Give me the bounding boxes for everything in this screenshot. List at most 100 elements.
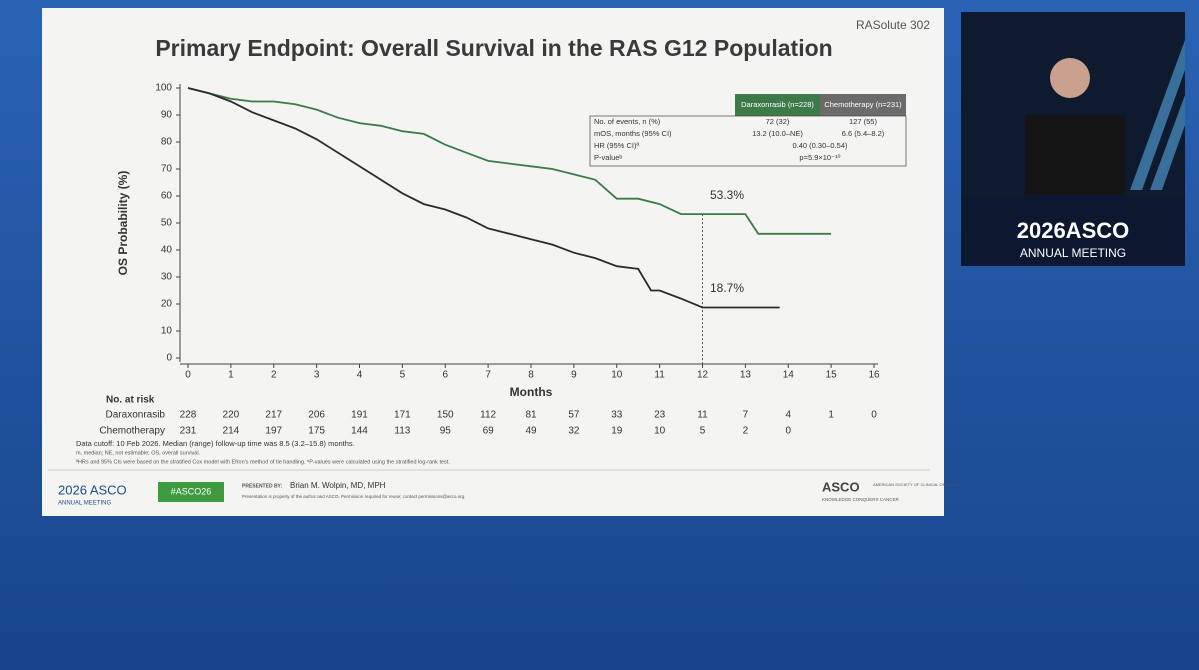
presenter-head	[1050, 58, 1090, 98]
annotation: 18.7%	[710, 281, 744, 295]
x-tick-label: 16	[868, 370, 880, 381]
x-tick-label: 11	[654, 370, 665, 381]
risk-value: 197	[265, 426, 282, 437]
table-row-label: P-valueᵇ	[594, 153, 622, 162]
video-meeting-sub: ANNUAL MEETING	[1020, 246, 1126, 260]
risk-value: 33	[611, 410, 623, 421]
table-row-label: mOS, months (95% CI)	[594, 129, 672, 138]
video-meeting: 2026ASCO	[1017, 218, 1130, 243]
table-header-cell	[735, 94, 820, 116]
footnote: Data cutoff: 10 Feb 2026. Median (range)…	[76, 439, 355, 448]
x-tick-label: 8	[528, 370, 534, 381]
y-tick-label: 0	[166, 353, 172, 364]
table-cell: 13.2 (10.0–NE)	[752, 129, 803, 138]
risk-value: 11	[697, 410, 708, 421]
hashtag: #ASCO26	[171, 486, 212, 496]
y-tick-label: 50	[161, 218, 173, 229]
risk-value: 4	[785, 410, 791, 421]
table-header: Daraxonrasib (n=228)	[741, 100, 814, 109]
footnote: ªHRs and 95% CIs were based on the strat…	[76, 458, 450, 465]
x-tick-label: 2	[271, 370, 277, 381]
x-tick-label: 9	[571, 370, 577, 381]
footer-meeting: 2026 ASCO	[58, 482, 127, 497]
risk-value: 150	[437, 410, 454, 421]
risk-value: 19	[611, 426, 623, 437]
risk-value: 112	[480, 410, 496, 421]
y-tick-label: 60	[161, 191, 173, 202]
x-tick-label: 5	[400, 370, 406, 381]
video-banner	[961, 196, 1185, 266]
table-row-label: HR (95% CI)ª	[594, 141, 640, 150]
table-row-label: No. of events, n (%)	[594, 117, 661, 126]
risk-value: 95	[440, 426, 452, 437]
risk-value: 175	[308, 426, 325, 437]
y-tick-label: 100	[155, 83, 172, 94]
org-name: AMERICAN SOCIETY OF CLINICAL ONCOLOGY	[873, 482, 963, 487]
y-tick-label: 10	[161, 326, 173, 337]
presented-by: PRESENTED BY:	[242, 483, 283, 489]
survival-curve	[187, 87, 780, 309]
risk-value: 171	[394, 410, 411, 421]
risk-value: 5	[700, 426, 706, 437]
risk-value: 10	[654, 426, 666, 437]
slide	[42, 8, 944, 516]
x-tick-label: 7	[485, 370, 491, 381]
table-cell: 6.6 (5.4–8.2)	[842, 129, 885, 138]
risk-row-label: Daraxonrasib	[106, 410, 166, 421]
risk-value: 81	[525, 410, 537, 421]
table-cell: 127 (55)	[849, 117, 877, 126]
risk-value: 23	[654, 410, 666, 421]
x-tick-label: 14	[783, 370, 795, 381]
risk-value: 32	[568, 426, 580, 437]
hashtag-box	[158, 482, 224, 502]
presenter: Brian M. Wolpin, MD, MPH	[290, 481, 386, 490]
risk-value: 191	[351, 410, 368, 421]
footnote: m, median; NE, not estimable; OS, overal…	[76, 450, 201, 456]
risk-value: 69	[483, 426, 495, 437]
risk-value: 49	[525, 426, 537, 437]
chart-title: Primary Endpoint: Overall Survival in th…	[155, 35, 832, 61]
risk-row-label: Chemotherapy	[99, 426, 165, 437]
org-logo: ASCO	[822, 479, 860, 494]
survival-curve	[187, 87, 832, 235]
presenter-figure	[1025, 115, 1125, 195]
risk-value: 0	[785, 426, 791, 437]
footer-meeting-sub: ANNUAL MEETING	[58, 501, 111, 507]
table-cell: 72 (32)	[766, 117, 790, 126]
trial-logo: RASolute 302	[856, 18, 930, 32]
risk-value: 113	[394, 426, 410, 437]
risk-title: No. at risk	[106, 395, 155, 406]
y-tick-label: 30	[161, 272, 173, 283]
y-tick-label: 90	[161, 110, 173, 121]
y-tick-label: 70	[161, 164, 173, 175]
x-tick-label: 15	[826, 370, 838, 381]
annotation: 53.3%	[710, 188, 744, 202]
x-tick-label: 10	[611, 370, 623, 381]
risk-value: 217	[265, 410, 282, 421]
risk-value: 1	[828, 410, 834, 421]
risk-value: 214	[223, 426, 240, 437]
x-tick-label: 0	[185, 370, 191, 381]
x-tick-label: 6	[442, 370, 448, 381]
risk-value: 220	[223, 410, 240, 421]
x-axis-label: Months	[510, 385, 553, 399]
table-header-cell	[820, 94, 906, 116]
risk-value: 7	[743, 410, 749, 421]
x-tick-label: 4	[357, 370, 363, 381]
y-tick-label: 80	[161, 137, 173, 148]
notice: Presentation is property of the author a…	[242, 494, 465, 499]
x-tick-label: 13	[740, 370, 752, 381]
x-tick-label: 1	[228, 370, 234, 381]
y-axis-label: OS Probability (%)	[116, 171, 130, 276]
risk-value: 0	[871, 410, 877, 421]
risk-value: 206	[308, 410, 325, 421]
risk-value: 144	[351, 426, 368, 437]
table-cell: p=5.9×10⁻¹⁰	[799, 153, 840, 162]
y-tick-label: 20	[161, 299, 173, 310]
x-tick-label: 3	[314, 370, 320, 381]
risk-value: 2	[743, 426, 749, 437]
table-body	[589, 115, 907, 167]
table-header: Chemotherapy (n=231)	[824, 100, 902, 109]
risk-value: 231	[180, 426, 197, 437]
